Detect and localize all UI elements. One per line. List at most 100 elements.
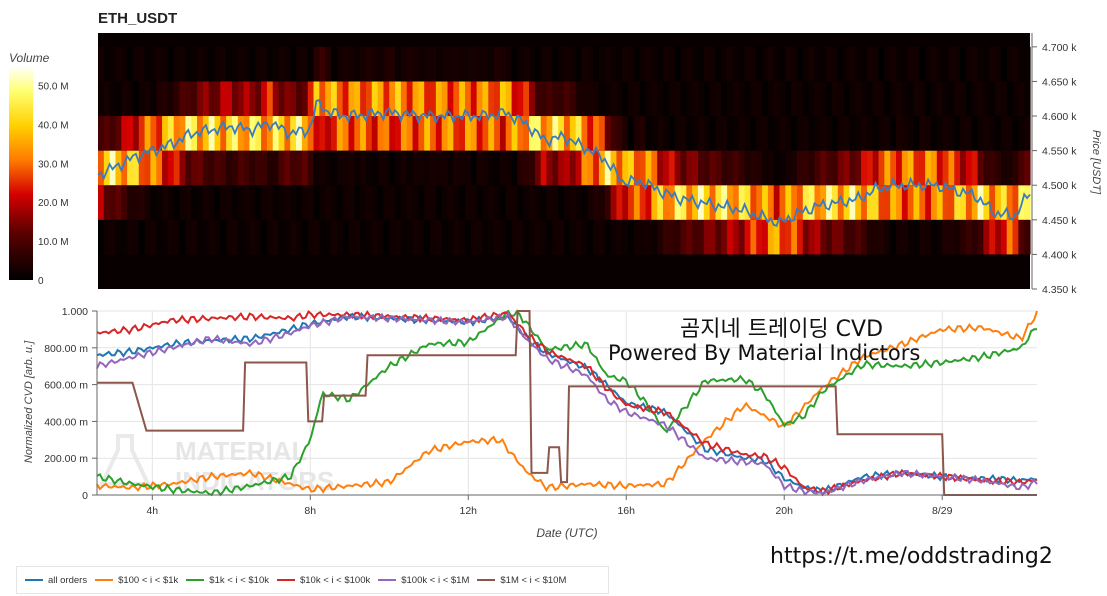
heatmap-cell (703, 219, 711, 255)
heatmap-cell (162, 185, 169, 220)
heatmap-cell (167, 46, 175, 82)
heatmap-cell (703, 81, 711, 117)
heatmap-cell (750, 150, 757, 186)
heatmap-cell (587, 46, 594, 82)
legend-item[interactable]: $100 < i < $1k (95, 575, 178, 586)
heatmap-cell (791, 150, 798, 186)
heatmap-cell (925, 219, 932, 255)
heatmap-cell (284, 116, 291, 151)
heatmap-cell (738, 185, 746, 220)
heatmap-cell (558, 81, 565, 117)
heatmap-cell (849, 150, 856, 186)
heatmap-cell (144, 46, 152, 82)
heatmap-cell (1024, 150, 1031, 186)
legend-item[interactable]: all orders (25, 575, 87, 586)
heatmap-cell (930, 150, 938, 186)
heatmap-cell (430, 219, 437, 255)
heatmap-cell (179, 81, 186, 117)
heatmap-cell (657, 116, 664, 151)
heatmap-cell (185, 150, 192, 186)
heatmap-cell (261, 46, 268, 82)
heatmap-cell (831, 46, 839, 82)
heatmap-cell (645, 219, 652, 255)
heatmap-cell (971, 116, 979, 151)
heatmap-cell (348, 185, 355, 220)
legend-item[interactable]: $10k < i < $100k (276, 575, 370, 586)
heatmap-cell (773, 185, 781, 220)
heatmap-cell (587, 185, 594, 220)
heatmap-cell (389, 46, 396, 82)
heatmap-cell (960, 219, 967, 255)
heatmap-cell (773, 46, 781, 82)
heatmap-cell (505, 81, 513, 117)
heatmap-cell (109, 81, 117, 117)
colorbar-ticks: 0 10.0 M 20.0 M 30.0 M 40.0 M 50.0 M (38, 81, 69, 287)
heatmap-cell (529, 150, 536, 186)
heatmap-cell (395, 46, 402, 82)
heatmap-cell (371, 219, 379, 255)
heatmap-cell (144, 150, 152, 186)
legend-item[interactable]: $1M < i < $10M (477, 575, 566, 586)
heatmap-cell (575, 185, 583, 220)
heatmap-cell (919, 81, 926, 117)
heatmap-cell (942, 150, 950, 186)
heatmap-cell (325, 81, 332, 117)
heatmap-cell (453, 150, 460, 186)
heatmap-cell (325, 150, 332, 186)
heatmap-cell (348, 116, 355, 151)
colorbar-label: Volume (9, 51, 50, 65)
heatmap-cell (814, 150, 821, 186)
heatmap-cell (936, 150, 944, 186)
heatmap-cell (762, 116, 769, 151)
heatmap-cell (342, 116, 350, 151)
heatmap-cell (651, 150, 658, 186)
heatmap-cell (581, 116, 588, 151)
heatmap-cell (313, 185, 320, 220)
heatmap-cell (400, 46, 408, 82)
heatmap-cell (470, 81, 478, 117)
heatmap-cell (470, 116, 478, 151)
legend-item[interactable]: $100k < i < $1M (378, 575, 469, 586)
heatmap-cell (709, 81, 717, 117)
heatmap-cell (913, 46, 920, 82)
heatmap-cell (331, 150, 338, 186)
heatmap-cell (598, 46, 606, 82)
heatmap-cell (255, 150, 262, 186)
heatmap-cell (604, 150, 612, 186)
heatmap-cell (808, 116, 816, 151)
heatmap-cell (907, 219, 915, 255)
heatmap-cell (797, 219, 804, 255)
heatmap-cell (989, 150, 996, 186)
heatmap-cell (185, 81, 192, 117)
heatmap-cell (843, 116, 851, 151)
heatmap-cell (132, 46, 140, 82)
heatmap-cell (202, 219, 210, 255)
heatmap-cell (610, 46, 618, 82)
heatmap-cell (855, 219, 862, 255)
heatmap-cell (569, 81, 577, 117)
heatmap-cell (791, 116, 798, 151)
heatmap-cell (727, 46, 734, 82)
heatmap-cell (523, 219, 530, 255)
heatmap-cell (389, 185, 396, 220)
heatmap-cell (266, 81, 274, 117)
heatmap-cell (890, 116, 897, 151)
heatmap-cell (936, 116, 944, 151)
cvd-y-ticks: 0 200.00 m 400.00 m 600.00 m 800.00 m 1.000 (44, 306, 97, 502)
heatmap-cell (808, 219, 816, 255)
heatmap-cell (109, 116, 117, 151)
heatmap-cell (715, 219, 722, 255)
heatmap-cell (319, 219, 326, 255)
heatmap-cell (261, 116, 268, 151)
heatmap-cell (616, 46, 623, 82)
heatmap-cell (564, 150, 571, 186)
heatmap-cell (657, 150, 664, 186)
legend-item[interactable]: $1k < i < $10k (186, 575, 269, 586)
price-axis-label: Price [USDT] (1090, 130, 1102, 195)
heatmap-cell (581, 46, 588, 82)
price-tick-label: 4.650 k (1042, 76, 1077, 88)
heatmap-cell (622, 219, 629, 255)
heatmap-cell (762, 185, 769, 220)
heatmap-cell (505, 116, 513, 151)
heatmap-cell (307, 46, 315, 82)
